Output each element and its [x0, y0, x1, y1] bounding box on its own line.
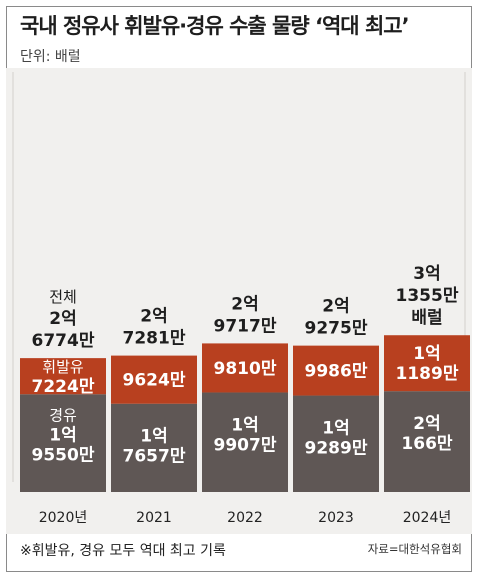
bar-diesel-4 — [384, 391, 470, 492]
unit-label: 단위: 배럴 — [20, 49, 81, 65]
diesel-label-1-line-1: 7657만 — [123, 447, 186, 467]
total-label-0-line-0: 전체 — [49, 288, 77, 306]
diesel-label-4-line-0: 2억 — [413, 414, 440, 434]
footnote: ※휘발유, 경유 모두 역대 최고 기록 — [20, 543, 226, 559]
bar-diesel-2 — [202, 392, 288, 492]
category-label-0: 2020년 — [39, 510, 88, 526]
gasoline-label-3-line-0: 9986만 — [305, 362, 368, 382]
category-label-1: 2021 — [136, 510, 172, 526]
diesel-label-0-line-0: 경유 — [49, 406, 77, 424]
bar-diesel-0 — [20, 394, 106, 492]
total-label-2-line-0: 2억 — [231, 294, 258, 314]
bar-diesel-3 — [293, 395, 379, 492]
bar-diesel-1 — [111, 403, 197, 492]
gasoline-label-0-line-0: 휘발유 — [42, 358, 84, 376]
total-label-4-line-0: 3억 — [413, 264, 440, 284]
category-label-3: 2023 — [318, 510, 354, 526]
total-label-4-line-1: 1355만 — [396, 286, 459, 306]
gasoline-label-0-line-1: 7224만 — [32, 377, 95, 397]
total-label-0-line-1: 2억 — [49, 309, 76, 329]
total-label-1-line-0: 2억 — [140, 307, 167, 327]
diesel-label-2-line-1: 9907만 — [214, 435, 277, 455]
total-label-3-line-1: 9275만 — [305, 319, 368, 339]
gasoline-label-2-line-0: 9810만 — [214, 359, 277, 379]
source-label: 자료=대한석유협회 — [367, 542, 462, 556]
diesel-label-3-line-1: 9289만 — [305, 439, 368, 459]
category-label-4: 2024년 — [403, 510, 452, 526]
diesel-label-0-line-1: 1억 — [49, 425, 76, 445]
bar-gasoline-0 — [20, 358, 106, 395]
bar-gasoline-3 — [293, 345, 379, 396]
gasoline-label-4-line-1: 1189만 — [396, 364, 459, 384]
total-label-0-line-2: 6774만 — [32, 331, 95, 351]
diesel-label-3-line-0: 1억 — [322, 419, 349, 439]
bar-gasoline-4 — [384, 335, 470, 392]
bar-gasoline-1 — [111, 355, 197, 404]
panel-edge-right — [464, 72, 466, 482]
diesel-label-1-line-0: 1억 — [140, 427, 167, 447]
gasoline-label-4-line-0: 1억 — [413, 344, 440, 364]
gasoline-label-1-line-0: 9624만 — [123, 371, 186, 391]
bar-gasoline-2 — [202, 343, 288, 393]
total-label-1-line-1: 7281만 — [123, 329, 186, 349]
panel-edge-left — [12, 72, 14, 482]
diesel-label-0-line-2: 9550만 — [32, 445, 95, 465]
diesel-label-2-line-0: 1억 — [231, 415, 258, 435]
total-label-2-line-1: 9717만 — [214, 316, 277, 336]
category-label-2: 2022 — [227, 510, 263, 526]
total-label-4-line-2: 배럴 — [411, 308, 442, 328]
chart-title: 국내 정유사 휘발유·경유 수출 물량 ‘역대 최고’ — [20, 14, 410, 38]
diesel-label-4-line-1: 166만 — [401, 434, 452, 454]
total-label-3-line-0: 2억 — [322, 297, 349, 317]
